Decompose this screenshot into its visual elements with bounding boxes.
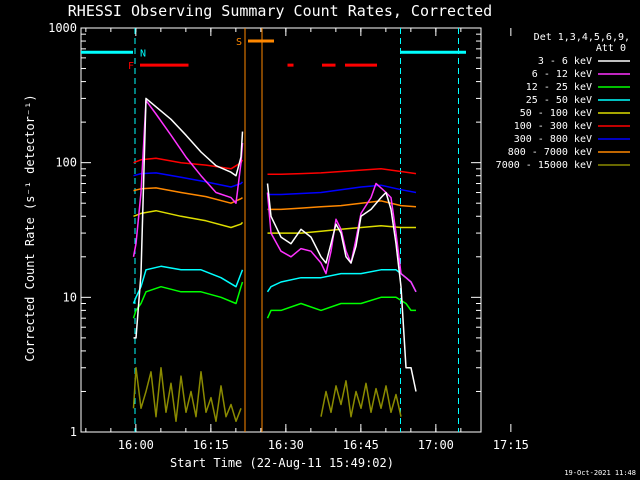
legend-item-label: 3 - 6 keV bbox=[538, 56, 592, 67]
legend-item-label: 25 - 50 keV bbox=[526, 95, 592, 106]
chart-title: RHESSI Observing Summary Count Rates, Co… bbox=[68, 2, 492, 20]
y-tick-label: 100 bbox=[55, 156, 77, 170]
series-line bbox=[133, 97, 417, 392]
legend-attenuator: Att 0 bbox=[596, 43, 626, 54]
legend-item-label: 50 - 100 keV bbox=[520, 108, 592, 119]
series-line bbox=[132, 281, 416, 319]
series-line bbox=[132, 366, 402, 423]
flare-red-label: F bbox=[128, 61, 134, 72]
x-tick-label: 17:15 bbox=[493, 438, 529, 452]
legend-item-label: 6 - 12 keV bbox=[532, 69, 592, 80]
timestamp: 19-Oct-2021 11:48 bbox=[564, 469, 636, 477]
legend-item-label: 100 - 300 keV bbox=[514, 121, 592, 132]
y-tick-label: 10 bbox=[63, 290, 77, 304]
x-tick-label: 16:00 bbox=[118, 438, 154, 452]
x-axis-label: Start Time (22-Aug-11 15:49:02) bbox=[170, 456, 394, 470]
legend-item-label: 800 - 7000 keV bbox=[508, 147, 592, 158]
plot-content bbox=[81, 28, 466, 432]
x-tick-label: 16:30 bbox=[268, 438, 304, 452]
legend-detectors: Det 1,3,4,5,6,9, bbox=[534, 32, 630, 43]
x-tick-label: 16:45 bbox=[343, 438, 379, 452]
legend-item-label: 12 - 25 keV bbox=[526, 82, 592, 93]
saa-cyan-label: N bbox=[140, 48, 146, 59]
y-tick-label: 1 bbox=[70, 425, 77, 439]
y-tick-label: 1000 bbox=[48, 21, 77, 35]
plot-area: 1 10 100 1000 16:00 16:15 16:30 16:45 17:00 17:15… bbox=[48, 21, 529, 452]
saa-orange-label: S bbox=[236, 37, 242, 48]
y-axis-label: Corrected Count Rate (s⁻¹ detector⁻¹) bbox=[23, 94, 37, 361]
legend: 3 - 6 keV 6 - 12 keV 12 - 25 keV 25 - 50 ke… bbox=[496, 56, 630, 171]
x-tick-label: 16:15 bbox=[193, 438, 229, 452]
legend-item-label: 7000 - 15000 keV bbox=[496, 160, 592, 171]
legend-item-label: 300 - 800 keV bbox=[514, 134, 592, 145]
x-tick-label: 17:00 bbox=[418, 438, 454, 452]
plot-frame bbox=[80, 27, 482, 433]
